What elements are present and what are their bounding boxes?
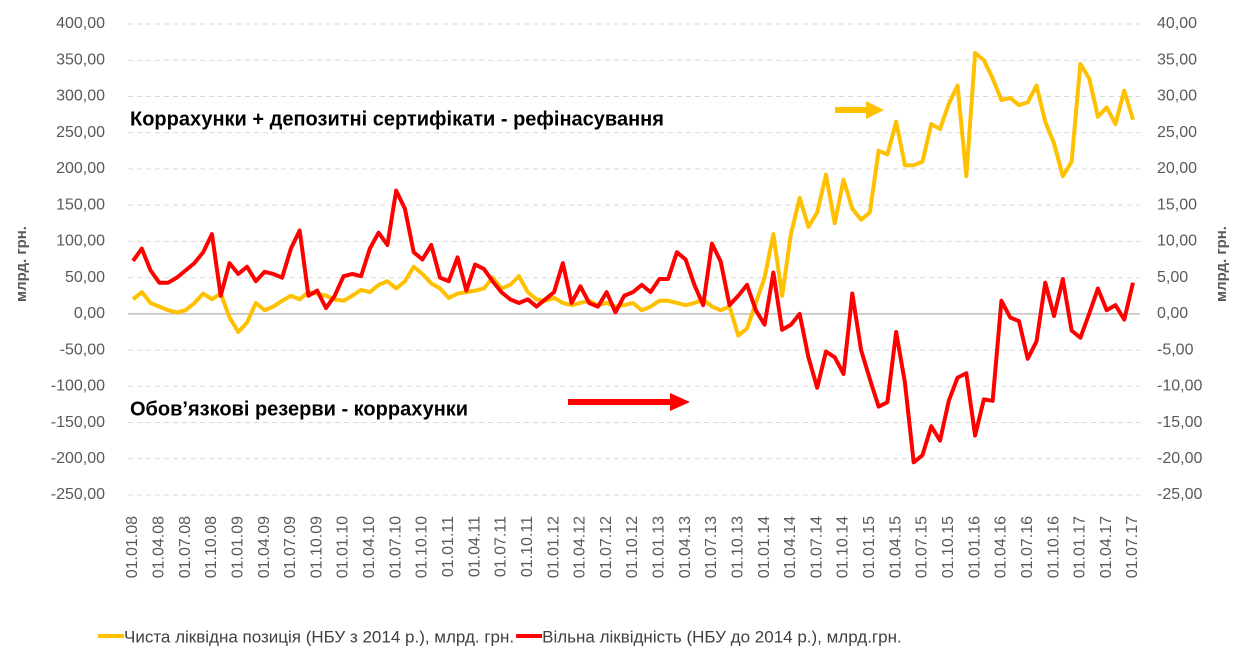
x-tick-label: 01.01.09 — [229, 516, 246, 578]
x-tick-label: 01.07.10 — [387, 516, 404, 578]
annotation: Коррахунки + депозитні сертифікати - реф… — [130, 108, 664, 130]
x-tick-label: 01.01.15 — [861, 516, 878, 578]
x-tick-label: 01.04.12 — [572, 516, 589, 578]
x-tick-label: 01.04.08 — [151, 516, 168, 578]
x-tick-label: 01.10.15 — [940, 516, 957, 578]
annotation-arrow-head — [866, 101, 884, 119]
x-tick-label: 01.04.15 — [887, 516, 904, 578]
y2-tick-label: 0,00 — [1157, 305, 1188, 322]
y2-tick-label: -25,00 — [1157, 486, 1202, 503]
x-tick-label: 01.10.14 — [835, 516, 852, 578]
y2-tick-label: -15,00 — [1157, 414, 1202, 431]
x-tick-label: 01.01.16 — [966, 516, 983, 578]
y-tick-label: -200,00 — [51, 450, 105, 467]
x-tick-label: 01.10.08 — [203, 516, 220, 578]
y2-tick-label: 10,00 — [1157, 233, 1197, 250]
x-tick-label: 01.07.13 — [703, 516, 720, 578]
x-tick-label: 01.01.17 — [1072, 516, 1089, 578]
x-tick-label: 01.10.12 — [624, 516, 641, 578]
x-tick-label: 01.04.17 — [1098, 516, 1115, 578]
x-tick-label: 01.04.13 — [677, 516, 694, 578]
y2-tick-label: 30,00 — [1157, 88, 1197, 105]
y-tick-label: 50,00 — [65, 269, 105, 286]
x-tick-label: 01.10.16 — [1045, 516, 1062, 578]
x-tick-label: 01.07.12 — [598, 516, 615, 578]
y2-tick-label: -20,00 — [1157, 450, 1202, 467]
x-tick-label: 01.10.11 — [519, 516, 536, 577]
y-tick-label: 150,00 — [56, 196, 105, 213]
y-tick-label: 350,00 — [56, 51, 105, 68]
y-tick-label: 200,00 — [56, 160, 105, 177]
x-tick-label: 01.01.08 — [124, 516, 141, 578]
x-tick-label: 01.10.13 — [729, 516, 746, 578]
y2-tick-label: -5,00 — [1157, 341, 1194, 358]
x-tick-label: 01.04.16 — [993, 516, 1010, 578]
y-tick-label: 400,00 — [56, 15, 105, 32]
x-tick-label: 01.04.11 — [466, 516, 483, 577]
y-tick-label: 300,00 — [56, 88, 105, 105]
y-tick-label: -150,00 — [51, 414, 105, 431]
x-tick-label: 01.01.10 — [335, 516, 352, 578]
x-tick-label: 01.07.16 — [1019, 516, 1036, 578]
x-tick-label: 01.07.08 — [177, 516, 194, 578]
y-tick-label: -250,00 — [51, 486, 105, 503]
x-tick-label: 01.01.13 — [651, 516, 668, 578]
x-tick-label: 01.04.10 — [361, 516, 378, 578]
y-tick-label: 0,00 — [74, 305, 105, 322]
y-tick-label: -50,00 — [60, 341, 105, 358]
x-tick-label: 01.01.11 — [440, 516, 457, 577]
y2-tick-label: 35,00 — [1157, 51, 1197, 68]
y-tick-label: 100,00 — [56, 233, 105, 250]
legend-label: Чиста ліквідна позиція (НБУ з 2014 р.), … — [124, 627, 514, 646]
y-axis-label: млрд. грн. — [13, 226, 30, 302]
legend-label: Вільна ліквідність (НБУ до 2014 р.), млр… — [542, 627, 902, 646]
y2-tick-label: 15,00 — [1157, 196, 1197, 213]
x-tick-label: 01.07.15 — [914, 516, 931, 578]
x-tick-label: 01.07.11 — [493, 516, 510, 577]
y2-tick-label: 25,00 — [1157, 124, 1197, 141]
annotation-arrow-head — [670, 393, 690, 411]
series-line — [131, 50, 1135, 338]
annotation: Обов’язкові резерви - коррахунки — [130, 398, 468, 420]
x-tick-label: 01.01.12 — [545, 516, 562, 578]
y-tick-label: -100,00 — [51, 378, 105, 395]
x-tick-label: 01.01.14 — [756, 516, 773, 578]
x-tick-label: 01.07.09 — [282, 516, 299, 578]
y2-axis-label: млрд. грн. — [1213, 226, 1230, 302]
x-tick-label: 01.04.09 — [256, 516, 273, 578]
x-tick-label: 01.07.14 — [808, 516, 825, 578]
y-tick-label: 250,00 — [56, 124, 105, 141]
x-tick-label: 01.04.14 — [782, 516, 799, 578]
x-tick-label: 01.10.09 — [308, 516, 325, 578]
y2-tick-label: 20,00 — [1157, 160, 1197, 177]
x-tick-label: 01.10.10 — [414, 516, 431, 578]
y2-tick-label: -10,00 — [1157, 378, 1202, 395]
x-tick-label: 01.07.17 — [1124, 516, 1141, 578]
y2-tick-label: 40,00 — [1157, 15, 1197, 32]
series-line — [131, 188, 1135, 465]
y2-tick-label: 5,00 — [1157, 269, 1188, 286]
